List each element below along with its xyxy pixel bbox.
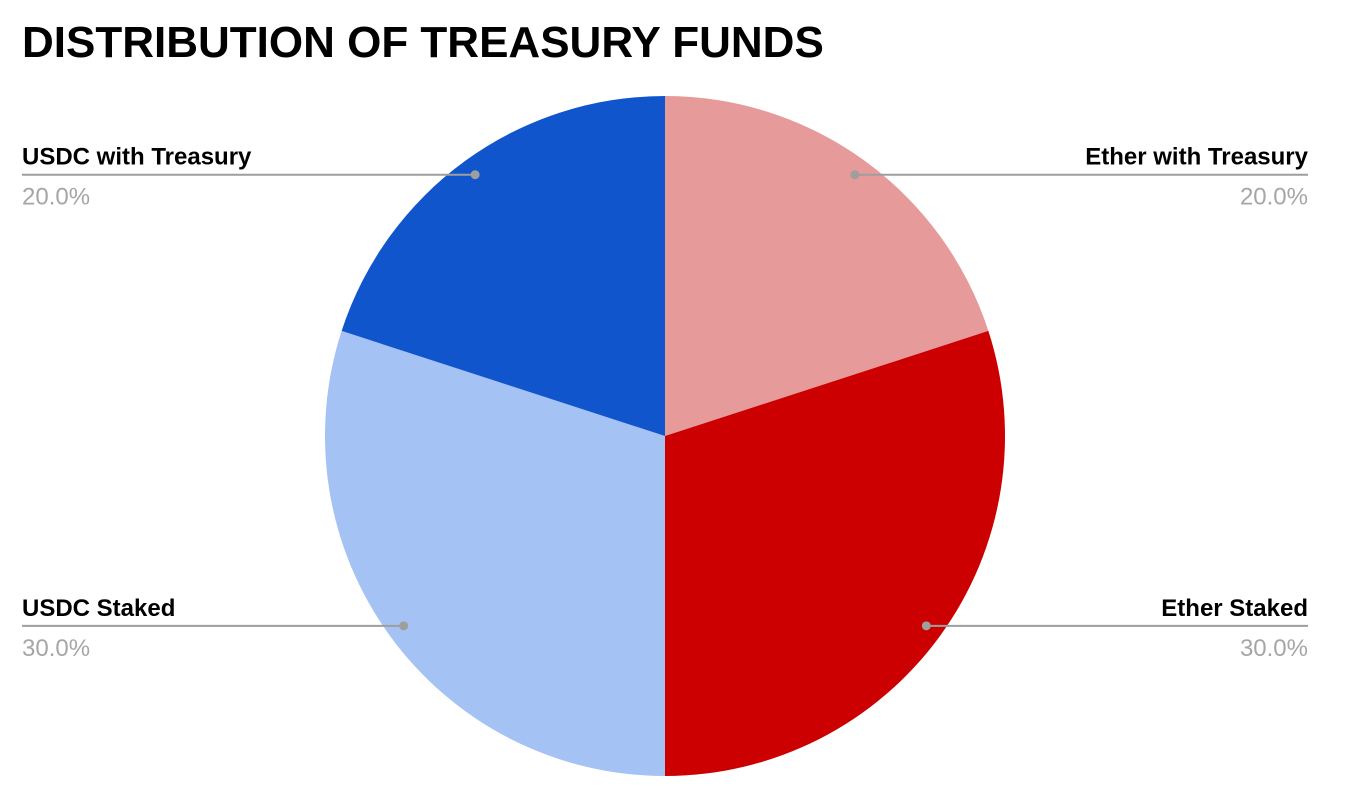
pie-slice: [665, 330, 1005, 776]
legend-label: Ether Staked: [1161, 595, 1308, 622]
leader-dot: [850, 170, 860, 180]
legend-label: USDC with Treasury: [22, 144, 252, 171]
pie-slice: [341, 96, 665, 436]
pie-slice: [324, 330, 665, 776]
data-label: 20.0%: [1240, 184, 1308, 211]
data-label: 20.0%: [22, 184, 90, 211]
data-label: 30.0%: [1240, 635, 1308, 662]
leader-dot: [399, 621, 409, 631]
legend-label: USDC Staked: [22, 595, 175, 622]
leader-dot: [921, 621, 931, 631]
data-label: 30.0%: [22, 635, 90, 662]
pie-slice: [665, 96, 989, 436]
legend-label: Ether with Treasury: [1085, 144, 1308, 171]
chart-title: DISTRIBUTION OF TREASURY FUNDS: [22, 18, 824, 67]
leader-dot: [470, 170, 480, 180]
